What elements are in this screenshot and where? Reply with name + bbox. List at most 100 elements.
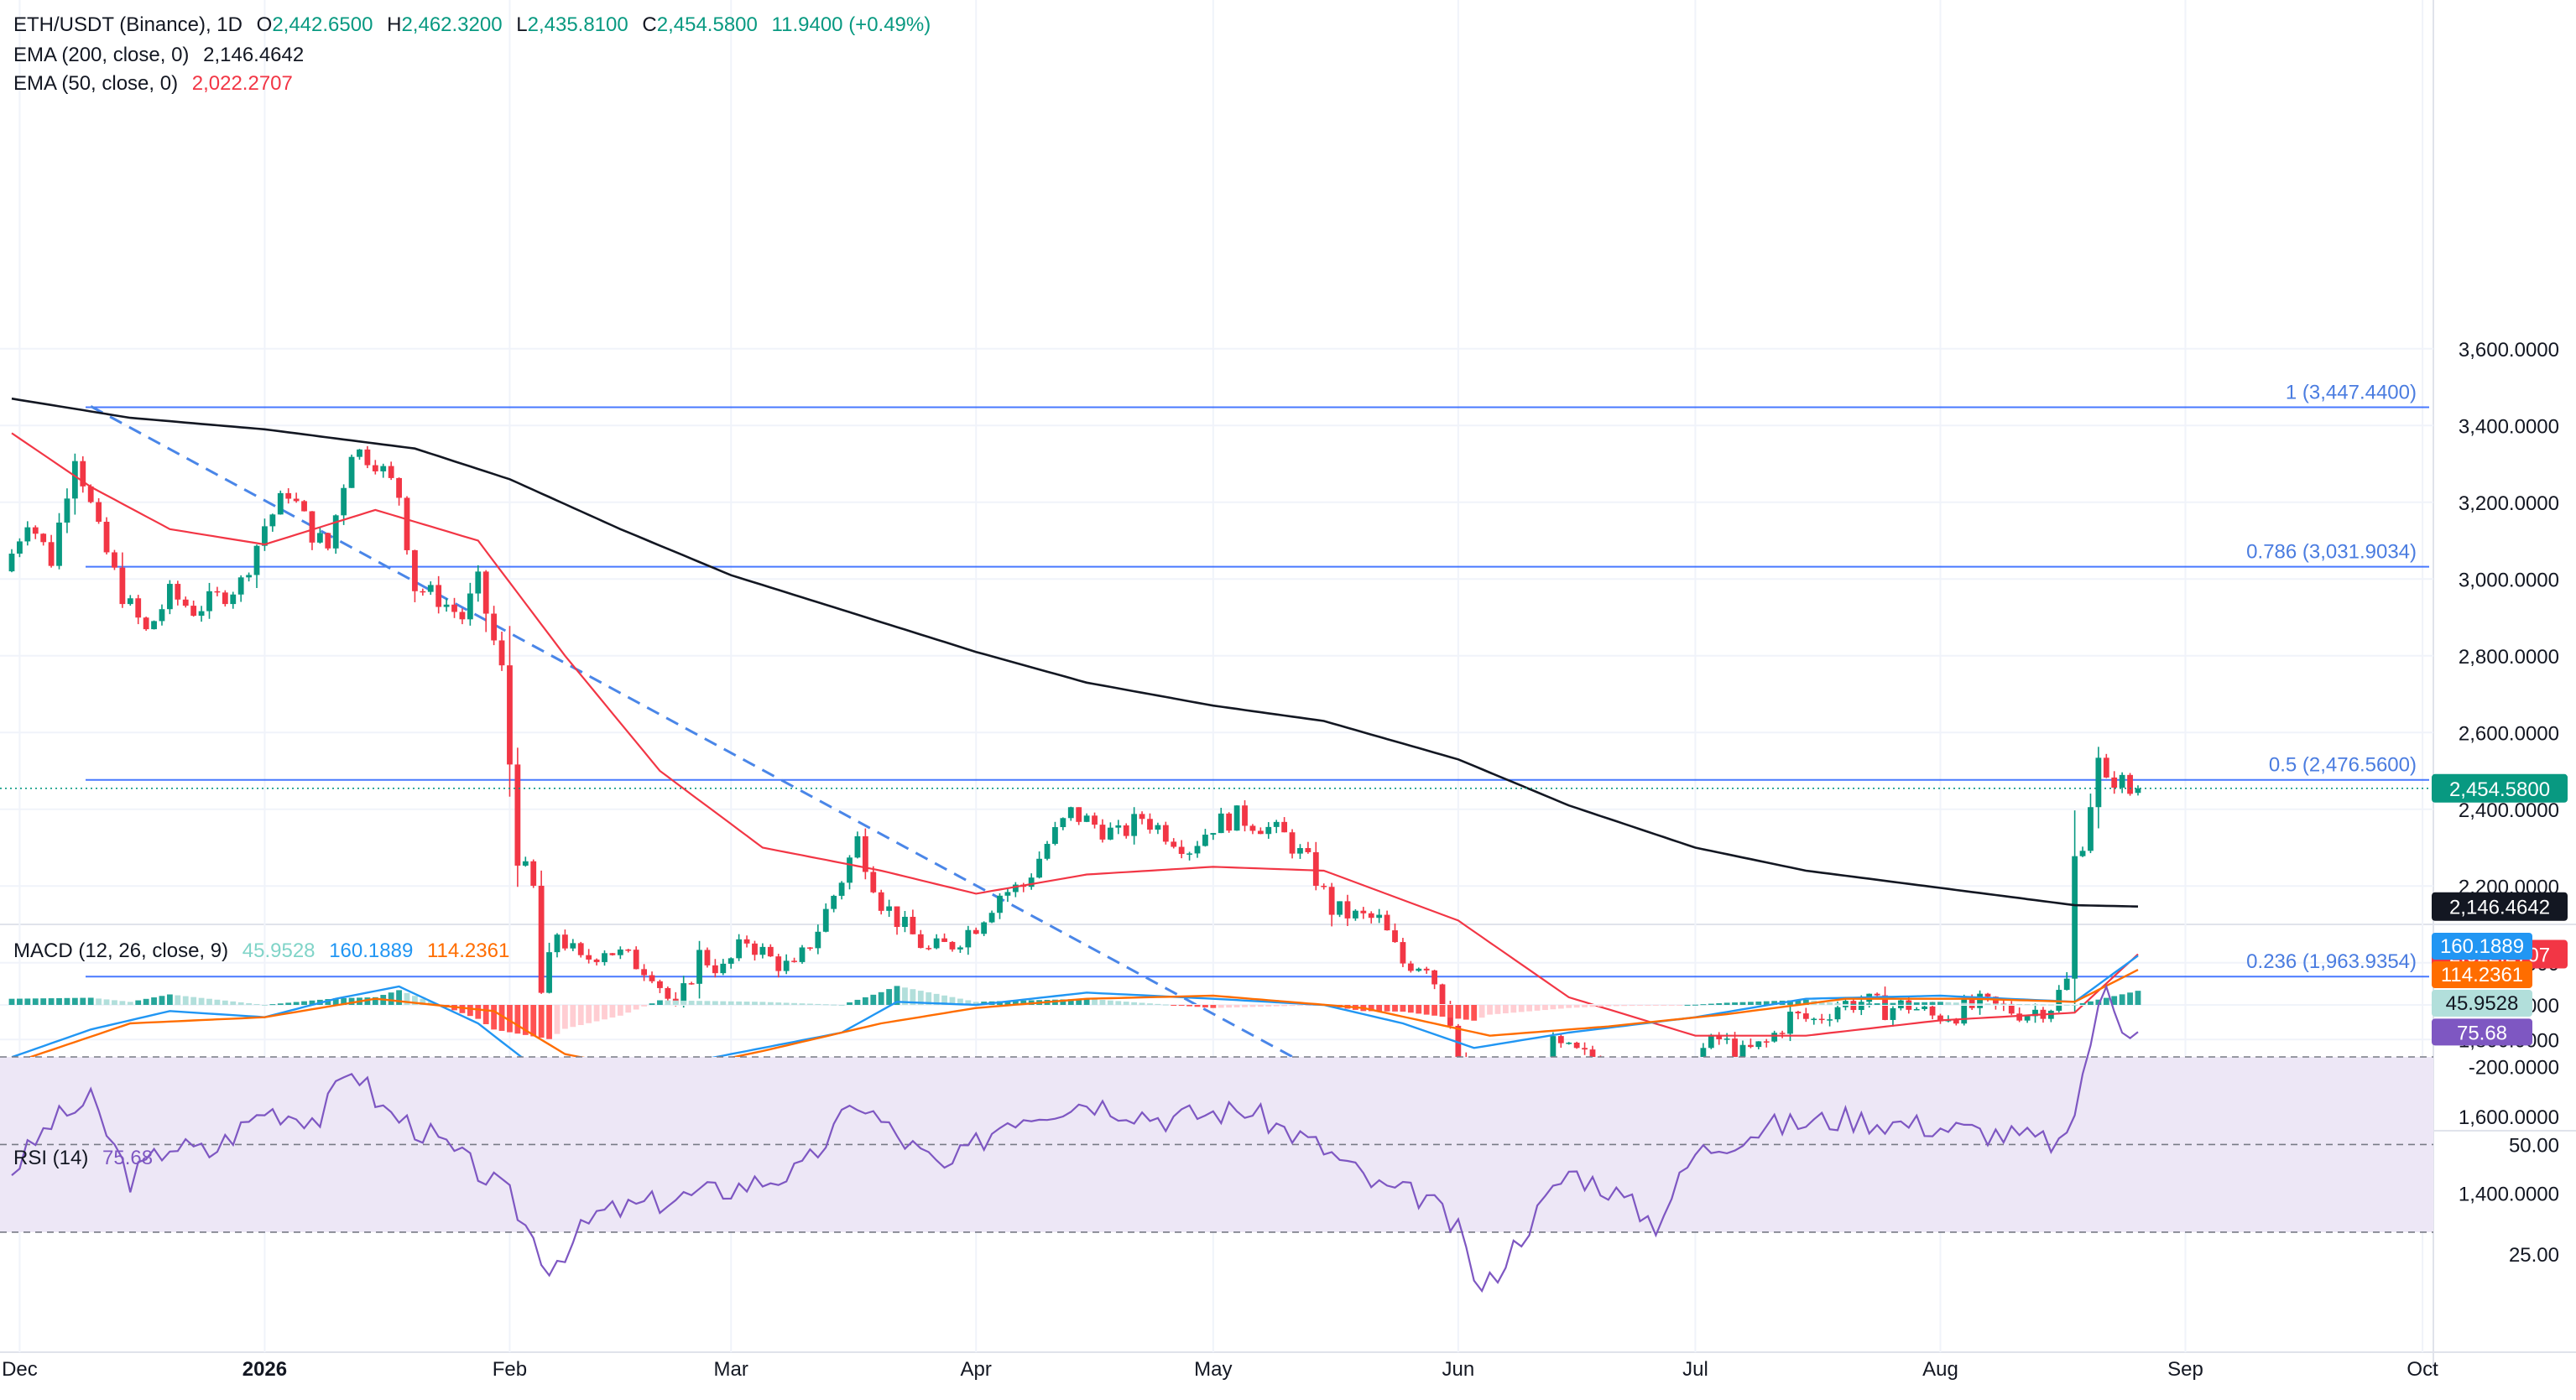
candle[interactable] (175, 580, 181, 606)
candle[interactable] (1400, 938, 1406, 967)
candle[interactable] (1802, 1007, 1809, 1023)
candle[interactable] (847, 855, 853, 890)
candle[interactable] (933, 934, 940, 950)
candle[interactable] (1582, 1042, 1588, 1055)
candle[interactable] (902, 911, 908, 933)
candle[interactable] (1147, 813, 1153, 834)
candle[interactable] (1874, 992, 1880, 997)
candle[interactable] (1162, 821, 1169, 845)
candle[interactable] (1566, 1042, 1572, 1045)
candle[interactable] (1573, 1041, 1580, 1049)
candle[interactable] (475, 565, 482, 602)
macd-legend[interactable]: MACD (12, 26, close, 9) 45.9528 160.1889… (13, 939, 518, 963)
candle[interactable] (1218, 808, 1224, 834)
candle[interactable] (237, 575, 244, 602)
candle[interactable] (1099, 819, 1106, 843)
ema200-line[interactable] (11, 397, 2139, 908)
candle[interactable] (427, 581, 434, 596)
candle[interactable] (577, 941, 584, 958)
candle[interactable] (1036, 851, 1042, 879)
candle[interactable] (2111, 771, 2118, 794)
ema200-legend[interactable]: EMA (200, close, 0) 2,146.4642 (13, 44, 312, 67)
candle[interactable] (372, 460, 378, 475)
candle[interactable] (1226, 812, 1233, 833)
candle[interactable] (791, 957, 797, 963)
candle[interactable] (838, 881, 845, 900)
candle[interactable] (135, 595, 142, 625)
candle[interactable] (2008, 1001, 2015, 1016)
candle[interactable] (949, 940, 956, 952)
candle[interactable] (1186, 851, 1192, 861)
candle[interactable] (443, 598, 450, 612)
candle[interactable] (1890, 1006, 1896, 1027)
candle[interactable] (1265, 822, 1272, 839)
candle[interactable] (206, 582, 212, 619)
candle[interactable] (301, 500, 307, 512)
candle[interactable] (1795, 1010, 1802, 1020)
candle[interactable] (736, 934, 743, 961)
candle[interactable] (1811, 1017, 1817, 1025)
candle[interactable] (917, 929, 924, 949)
candle[interactable] (1067, 806, 1074, 821)
candle[interactable] (609, 953, 616, 956)
candle[interactable] (332, 514, 339, 554)
candle[interactable] (965, 925, 972, 955)
candle[interactable] (1732, 1032, 1738, 1062)
candle[interactable] (1360, 907, 1367, 919)
macd-line[interactable] (11, 955, 2139, 1080)
candle[interactable] (862, 828, 868, 880)
candle[interactable] (854, 831, 861, 859)
candle[interactable] (1257, 827, 1264, 835)
candle[interactable] (8, 549, 15, 573)
candle[interactable] (119, 552, 126, 608)
candle[interactable] (570, 939, 576, 951)
candle[interactable] (498, 632, 505, 671)
candle[interactable] (2103, 753, 2109, 778)
candle[interactable] (1913, 1007, 1920, 1011)
candle[interactable] (1060, 817, 1066, 830)
candle[interactable] (1028, 873, 1035, 890)
candle[interactable] (1171, 838, 1177, 849)
candle[interactable] (799, 945, 806, 964)
candle[interactable] (775, 954, 782, 978)
candle[interactable] (1123, 823, 1129, 839)
candle[interactable] (1012, 882, 1019, 898)
candle[interactable] (546, 942, 552, 994)
candle[interactable] (1312, 841, 1319, 891)
ema50-line[interactable] (11, 432, 2139, 1037)
candle[interactable] (230, 591, 237, 609)
candle[interactable] (143, 617, 149, 631)
candle[interactable] (325, 532, 331, 551)
candle[interactable] (491, 606, 498, 646)
candle[interactable] (1321, 883, 1327, 890)
candle[interactable] (96, 497, 102, 524)
candle[interactable] (1337, 901, 1343, 918)
candle[interactable] (704, 947, 711, 968)
candle[interactable] (1194, 841, 1201, 858)
candle[interactable] (32, 525, 39, 539)
candle[interactable] (269, 513, 276, 532)
candle[interactable] (554, 933, 561, 958)
candle[interactable] (1431, 970, 1437, 990)
candle[interactable] (688, 981, 695, 985)
candle[interactable] (435, 575, 442, 614)
candle[interactable] (348, 454, 355, 488)
candle[interactable] (720, 959, 727, 976)
candle[interactable] (127, 595, 133, 606)
candle[interactable] (1779, 1030, 1786, 1038)
rsi-line[interactable] (11, 984, 2139, 1293)
candle[interactable] (1755, 1041, 1762, 1049)
candle[interactable] (71, 453, 78, 515)
candle[interactable] (514, 747, 521, 887)
candle[interactable] (878, 889, 884, 915)
candle[interactable] (1977, 990, 1983, 1015)
candle[interactable] (1407, 960, 1414, 973)
candle[interactable] (412, 549, 418, 602)
candle[interactable] (396, 477, 402, 506)
candle[interactable] (159, 604, 165, 626)
candle[interactable] (1557, 1033, 1564, 1049)
candle[interactable] (1328, 882, 1335, 927)
candle[interactable] (752, 940, 758, 961)
candle[interactable] (1716, 1032, 1723, 1045)
candle[interactable] (1155, 822, 1161, 835)
